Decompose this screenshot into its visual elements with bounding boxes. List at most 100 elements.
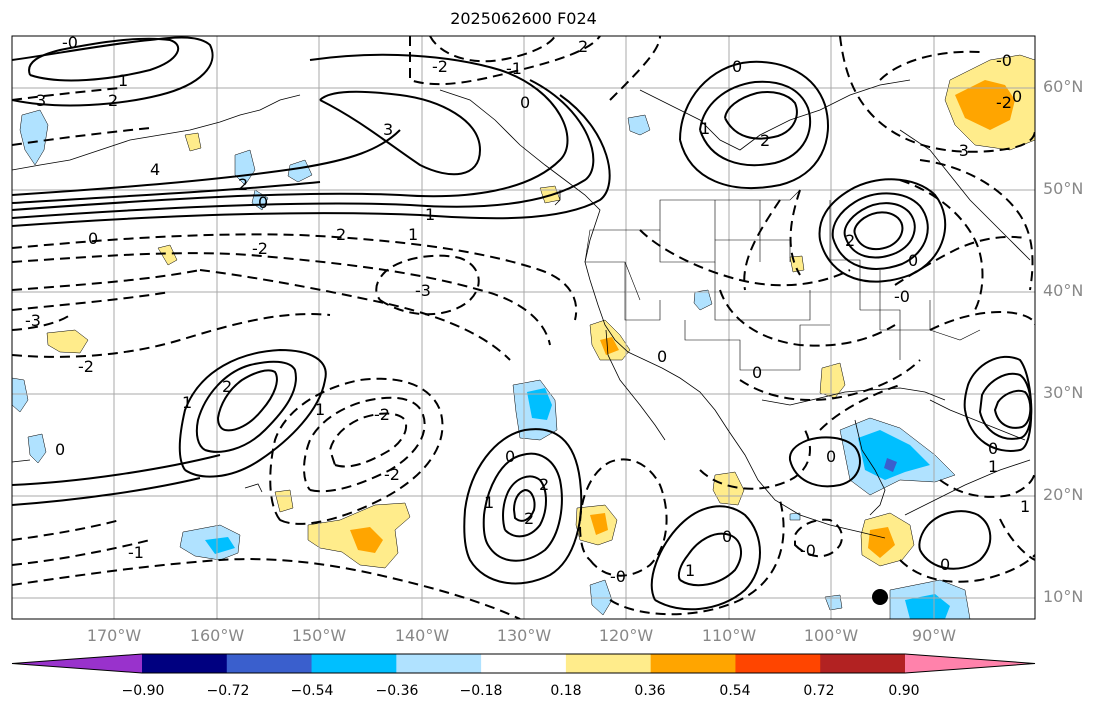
contour-label: -3 — [25, 311, 41, 330]
contour-label: 0 — [908, 251, 918, 270]
contour-label: -2 — [78, 357, 94, 376]
colorbar — [11, 653, 1036, 674]
contour-label: -1 — [506, 59, 522, 78]
colorbar-tick-label: 0.18 — [550, 683, 582, 699]
longitude-label: 110°W — [701, 626, 757, 645]
contour-label: 2 — [108, 91, 118, 110]
contour-label: 1 — [408, 225, 418, 244]
contours-positive — [12, 36, 1033, 611]
contour-label: 1 — [700, 119, 710, 138]
latitude-label: 40°N — [1043, 281, 1084, 300]
colorbar-tick-label: −0.72 — [206, 683, 250, 699]
longitude-label: 100°W — [803, 626, 859, 645]
contour-label: 1 — [118, 71, 128, 90]
longitude-label: 170°W — [86, 626, 142, 645]
latitude-label: 50°N — [1043, 179, 1084, 198]
contour-label: 2 — [539, 475, 549, 494]
contour-label: 1 — [484, 493, 494, 512]
colorbar-segment — [311, 654, 397, 673]
shading-medium-negative — [205, 388, 950, 619]
colorbar-segment — [226, 654, 313, 673]
colorbar-extend-low — [12, 654, 142, 673]
colorbar-segment — [650, 654, 736, 673]
contour-label: 0 — [722, 527, 732, 546]
colorbar-segment — [142, 654, 228, 673]
contour-label: 0 — [1012, 87, 1022, 106]
colorbar-extend-high — [905, 654, 1035, 673]
contour-label: 2 — [336, 225, 346, 244]
contour-label: 1 — [425, 205, 435, 224]
contour-label: 2 — [845, 231, 855, 250]
longitude-label: 120°W — [598, 626, 654, 645]
colorbar-tick-label: −0.36 — [375, 683, 419, 699]
contour-label: 2 — [238, 175, 248, 194]
contour-label: 1 — [315, 400, 325, 419]
contours-negative — [12, 36, 1035, 619]
contour-label: 0 — [88, 229, 98, 248]
latitude-label: 60°N — [1043, 77, 1084, 96]
latitude-label: 10°N — [1043, 587, 1084, 606]
shading-strong-negative — [884, 458, 897, 472]
contour-label: -0 — [996, 51, 1012, 70]
contour-label: 1 — [1020, 497, 1030, 516]
shading-negative — [12, 109, 971, 619]
colorbar-segment — [396, 654, 482, 673]
contour-label: -1 — [128, 543, 144, 562]
longitude-label: 130°W — [496, 626, 552, 645]
contour-label: 0 — [940, 555, 950, 574]
colorbar-tick-label: 0.72 — [803, 683, 835, 699]
colorbar-tick-label: −0.54 — [290, 683, 334, 699]
contour-label: 4 — [150, 160, 160, 179]
contour-label: 0 — [752, 363, 762, 382]
colorbar-segment — [481, 654, 567, 673]
colorbar-outline — [11, 653, 1036, 674]
contour-label: -0 — [894, 287, 910, 306]
plot-title: 2025062600 F024 — [450, 9, 597, 28]
contour-label: 0 — [988, 439, 998, 458]
contour-label: -3 — [953, 141, 969, 160]
contour-label: 0 — [732, 57, 742, 76]
colorbar-tick-label: 0.36 — [634, 683, 666, 699]
contour-label: 0 — [55, 440, 65, 459]
map-frame — [11, 35, 1036, 620]
contour-label: -3 — [415, 281, 431, 300]
contour-label: 0 — [258, 193, 268, 212]
shading-medium-positive — [350, 80, 1015, 558]
longitude-label: 140°W — [394, 626, 450, 645]
longitude-label: 90°W — [911, 626, 957, 645]
contour-label: -2 — [432, 57, 448, 76]
black-dot-marker — [872, 589, 888, 605]
contour-label: -2 — [374, 405, 390, 424]
colorbar-tick-label: −0.18 — [459, 683, 503, 699]
colorbar-tick-label: 0.90 — [888, 683, 920, 699]
contour-label: -0 — [800, 541, 816, 560]
contour-label: 3 — [36, 91, 46, 110]
colorbar-segment — [820, 654, 906, 673]
latitude-label: 20°N — [1043, 485, 1084, 504]
contour-label: -0 — [62, 33, 78, 52]
colorbar-segment — [735, 654, 821, 673]
contour-label: -2 — [384, 465, 400, 484]
coastlines-and-borders — [12, 79, 1031, 539]
colorbar-tick-label: 0.54 — [719, 683, 751, 699]
latitude-label: 30°N — [1043, 383, 1084, 402]
contour-label: 2 — [760, 131, 770, 150]
contour-label: 0 — [520, 93, 530, 112]
contour-label: 0 — [826, 447, 836, 466]
contour-label: 1 — [182, 393, 192, 412]
graticule — [12, 36, 1035, 619]
contour-label: 0 — [505, 447, 515, 466]
contour-label: -2 — [996, 93, 1012, 112]
contour-label-group: -0 1 2 3 4 2 0 0 -2 2 1 1 3 -3 -3 -2 0 1… — [25, 33, 1030, 586]
longitude-label: 150°W — [291, 626, 347, 645]
state-borders — [584, 189, 981, 371]
contour-label: 0 — [657, 347, 667, 366]
colorbar-segment — [565, 654, 652, 673]
contour-label: 2 — [524, 509, 534, 528]
contour-label: 3 — [383, 120, 393, 139]
contour-label: 1 — [685, 561, 695, 580]
contour-label: 1 — [988, 457, 998, 476]
contour-label: -2 — [252, 239, 268, 258]
contour-label: 2 — [578, 37, 588, 56]
